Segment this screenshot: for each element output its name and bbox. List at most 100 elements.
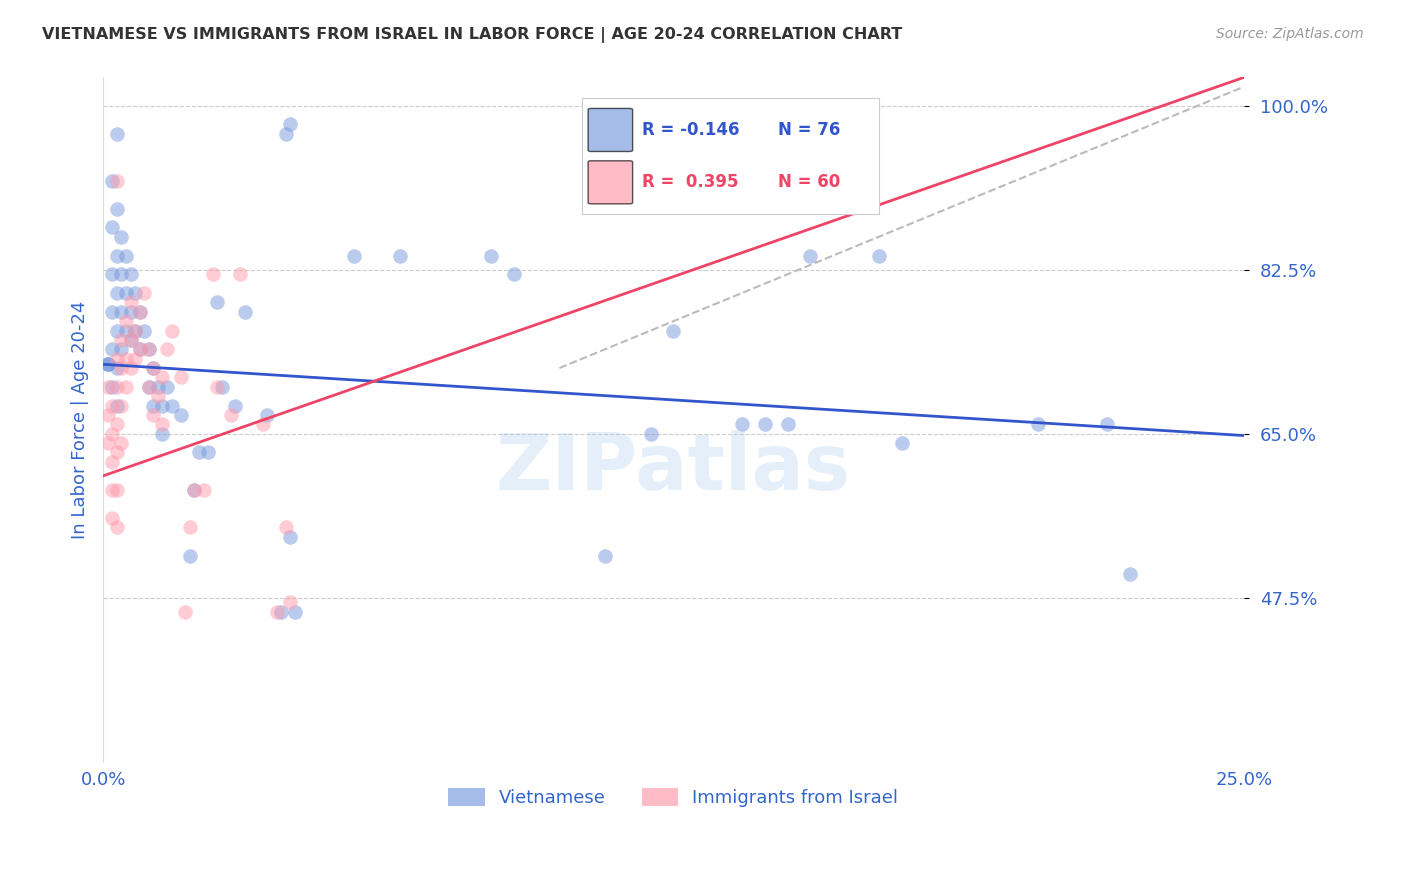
Point bbox=[205, 380, 228, 394]
Point bbox=[1095, 417, 1118, 432]
Point bbox=[110, 333, 132, 347]
Point bbox=[97, 408, 120, 422]
Point bbox=[193, 483, 215, 497]
Point bbox=[786, 127, 808, 141]
Point bbox=[266, 605, 288, 619]
Point bbox=[105, 202, 128, 216]
Point bbox=[110, 399, 132, 413]
Point bbox=[502, 268, 524, 282]
Point bbox=[160, 324, 183, 338]
Point bbox=[101, 343, 124, 357]
Point bbox=[662, 324, 685, 338]
Point bbox=[120, 295, 142, 310]
Point bbox=[105, 520, 128, 534]
Point bbox=[205, 295, 228, 310]
Point bbox=[224, 399, 246, 413]
Point bbox=[138, 380, 160, 394]
Point bbox=[270, 605, 292, 619]
Point bbox=[179, 520, 201, 534]
Point bbox=[152, 399, 174, 413]
Point bbox=[278, 530, 301, 544]
Point bbox=[754, 417, 776, 432]
Point bbox=[97, 380, 120, 394]
Point bbox=[776, 127, 799, 141]
Point bbox=[138, 343, 160, 357]
Point bbox=[183, 483, 205, 497]
Point bbox=[156, 380, 179, 394]
Point bbox=[124, 351, 146, 366]
Point bbox=[170, 370, 193, 384]
Point bbox=[284, 605, 307, 619]
Point bbox=[170, 408, 193, 422]
Point bbox=[786, 108, 808, 122]
Point bbox=[120, 333, 142, 347]
Point bbox=[128, 343, 150, 357]
Point bbox=[479, 248, 502, 262]
Point bbox=[105, 286, 128, 301]
Point bbox=[593, 549, 616, 563]
Point bbox=[110, 343, 132, 357]
Point bbox=[101, 268, 124, 282]
Point bbox=[256, 408, 278, 422]
Point bbox=[101, 305, 124, 319]
Point bbox=[120, 333, 142, 347]
Point bbox=[142, 361, 165, 376]
Point bbox=[105, 127, 128, 141]
Point bbox=[110, 436, 132, 450]
Point bbox=[1028, 417, 1050, 432]
Point bbox=[160, 399, 183, 413]
Point bbox=[274, 520, 297, 534]
Point bbox=[105, 351, 128, 366]
Point bbox=[179, 549, 201, 563]
Point bbox=[278, 595, 301, 609]
Point bbox=[115, 380, 138, 394]
Point bbox=[211, 380, 233, 394]
Point bbox=[115, 351, 138, 366]
Y-axis label: In Labor Force | Age 20-24: In Labor Force | Age 20-24 bbox=[72, 301, 89, 539]
Point bbox=[105, 380, 128, 394]
Point bbox=[156, 343, 179, 357]
Point bbox=[105, 173, 128, 187]
Point bbox=[142, 361, 165, 376]
Point bbox=[142, 408, 165, 422]
Point bbox=[174, 605, 197, 619]
Point bbox=[252, 417, 274, 432]
Point bbox=[1118, 567, 1140, 582]
Point bbox=[120, 361, 142, 376]
Point bbox=[101, 426, 124, 441]
Point bbox=[146, 389, 169, 403]
Point bbox=[101, 511, 124, 525]
Point bbox=[233, 305, 256, 319]
Point bbox=[97, 357, 120, 371]
Text: Source: ZipAtlas.com: Source: ZipAtlas.com bbox=[1216, 27, 1364, 41]
Point bbox=[101, 483, 124, 497]
Point bbox=[128, 305, 150, 319]
Point bbox=[152, 370, 174, 384]
Point bbox=[97, 436, 120, 450]
Point bbox=[110, 361, 132, 376]
Point bbox=[105, 248, 128, 262]
Point bbox=[343, 248, 366, 262]
Point bbox=[776, 108, 799, 122]
Point bbox=[134, 324, 156, 338]
Point bbox=[128, 305, 150, 319]
Point bbox=[105, 324, 128, 338]
Point bbox=[105, 399, 128, 413]
Point bbox=[105, 417, 128, 432]
Point bbox=[101, 173, 124, 187]
Point bbox=[868, 248, 890, 262]
Point bbox=[101, 380, 124, 394]
Point bbox=[229, 268, 252, 282]
Point bbox=[388, 248, 411, 262]
Point bbox=[146, 380, 169, 394]
Point bbox=[890, 436, 912, 450]
Point bbox=[101, 455, 124, 469]
Point bbox=[115, 248, 138, 262]
Point bbox=[128, 343, 150, 357]
Point bbox=[110, 305, 132, 319]
Point bbox=[197, 445, 219, 459]
Point bbox=[115, 324, 138, 338]
Point bbox=[183, 483, 205, 497]
Point bbox=[101, 220, 124, 235]
Point bbox=[134, 286, 156, 301]
